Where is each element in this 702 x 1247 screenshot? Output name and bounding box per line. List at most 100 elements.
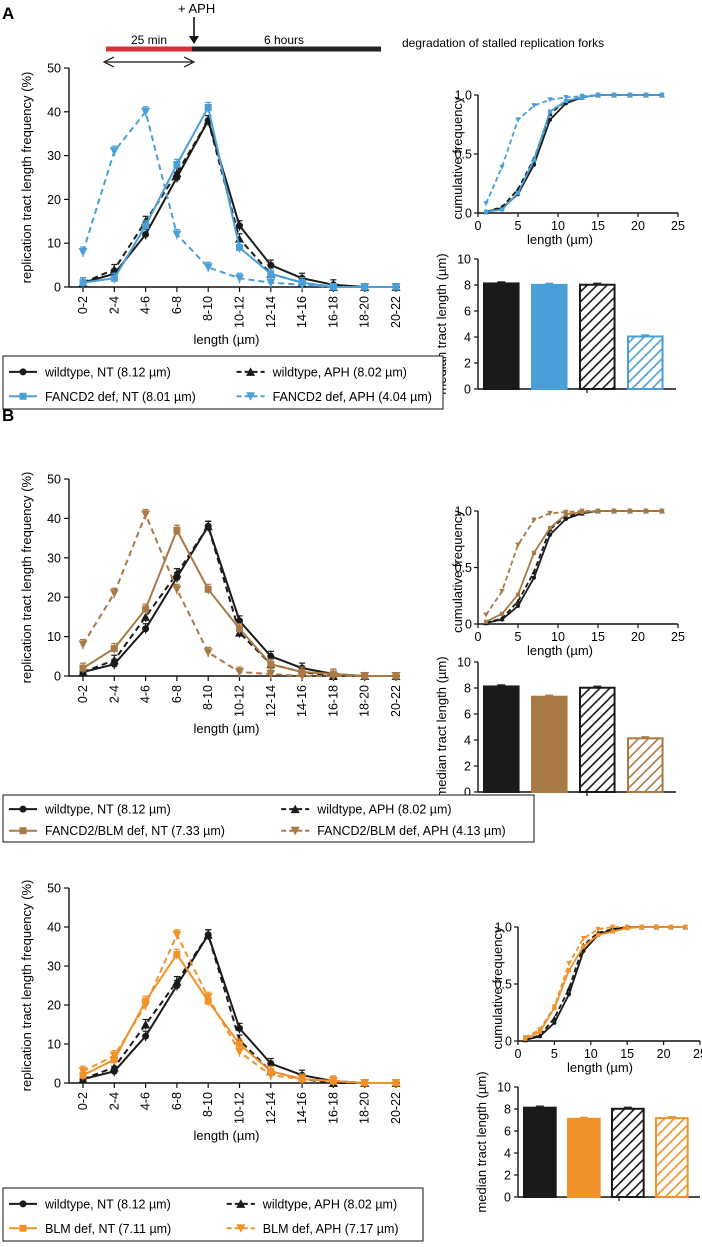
x-tick-label: 20-22: [389, 296, 403, 328]
timeline-pre-label: 25 min: [131, 33, 167, 47]
series-line: [82, 932, 396, 1084]
x-tick-label: 6-8: [170, 1092, 184, 1110]
data-point: [142, 1032, 150, 1040]
data-point: [581, 944, 586, 949]
data-point: [172, 585, 182, 594]
x-tick-label: 12-14: [264, 1092, 278, 1124]
data-point: [595, 508, 601, 514]
y-tick-label: 0.5: [455, 561, 472, 575]
bar: [567, 1117, 601, 1199]
x-tick-label: 6-8: [170, 296, 184, 314]
data-point: [531, 103, 537, 109]
legend-1: wildtype, NT (8.12 µm) wildtype, APH (8.0…: [2, 794, 535, 843]
legend-label: wildtype, APH (8.02 µm): [262, 1197, 397, 1211]
x-tick-label: 18-20: [358, 1092, 372, 1124]
data-point: [659, 92, 665, 98]
x-axis-title: length (µm): [193, 1128, 259, 1143]
bar-chart-median-1: 0 2 4 6 8 10 median tract length (µm): [434, 656, 676, 800]
x-tick-label: 5: [515, 219, 522, 233]
data-point: [643, 508, 649, 514]
x-tick-label: 14-16: [295, 296, 309, 328]
protocol-timeline: + APH 25 min 6 hours degradation of stal…: [102, 1, 604, 68]
y-tick-label: 4: [464, 734, 471, 748]
data-point: [141, 1020, 151, 1029]
series-line: [485, 510, 662, 616]
y-tick-label: 8: [504, 1103, 511, 1117]
data-point: [203, 993, 213, 1002]
x-tick-label: 12-14: [264, 685, 278, 717]
line-chart-frequency-0: 0 10 20 30 40 50 0-2 2-4 4-6 6-8 8-10 10-12 12-14 14-…: [19, 62, 403, 348]
legend-2: wildtype, NT (8.12 µm) wildtype, APH (8.0…: [2, 1187, 424, 1242]
y-axis-title: median tract length (µm): [434, 656, 449, 797]
data-point: [297, 1075, 307, 1084]
data-point: [522, 1035, 528, 1041]
data-point: [515, 190, 521, 196]
timeline-span-right-head: [183, 56, 196, 68]
legend-swatch-marker: [290, 804, 300, 814]
data-point: [639, 924, 645, 930]
x-axis-title: length (µm): [527, 643, 593, 658]
x-tick-label: 16-18: [326, 1092, 340, 1124]
data-point: [537, 1027, 543, 1033]
legend-frame: [2, 355, 444, 410]
y-tick-label: 30: [47, 960, 61, 974]
series-line: [82, 109, 396, 288]
timeline-post-label: 6 hours: [264, 33, 304, 47]
data-point: [172, 930, 182, 940]
bar: [627, 737, 664, 793]
data-point: [110, 274, 118, 282]
x-tick-label: 10-12: [233, 685, 247, 717]
y-tick-label: 10: [47, 630, 61, 644]
data-point: [547, 109, 553, 114]
legend-swatch-marker: [19, 805, 27, 813]
y-tick-label: 1.0: [495, 921, 512, 935]
y-tick-label: 0: [505, 1035, 512, 1049]
y-tick-label: 10: [497, 1081, 511, 1095]
y-tick-label: 50: [47, 62, 61, 76]
series-line: [82, 523, 396, 677]
y-tick-label: 0: [464, 383, 471, 397]
bar: [627, 335, 664, 391]
legend-0: wildtype, NT (8.12 µm) wildtype, APH (8.0…: [2, 355, 444, 410]
data-point: [499, 615, 505, 621]
data-point: [267, 1060, 275, 1067]
x-tick-label: 20: [631, 219, 645, 233]
data-point: [580, 936, 587, 942]
y-tick-label: 0: [54, 670, 61, 684]
data-point: [78, 247, 88, 257]
legend-swatch-marker: [19, 368, 27, 376]
series-line: [82, 117, 396, 288]
data-point: [563, 513, 569, 520]
legend-swatch-marker: [246, 392, 256, 401]
data-point: [566, 968, 572, 973]
timeline-span-left-head: [102, 56, 115, 68]
y-tick-label: 8: [464, 279, 471, 293]
data-point: [531, 517, 537, 523]
data-point: [609, 924, 616, 930]
data-point: [141, 510, 151, 519]
data-point: [236, 1040, 243, 1048]
data-point: [515, 598, 521, 604]
series-line: [525, 926, 686, 1041]
legend-label: FANCD2/BLM def, NT (7.33 µm): [45, 824, 225, 838]
x-tick-label: 0: [475, 219, 482, 233]
x-tick-label: 10: [551, 219, 565, 233]
data-point: [531, 575, 537, 580]
y-tick-label: 6: [464, 305, 471, 319]
data-point: [551, 1015, 558, 1021]
y-axis-title: replication tract length frequency (%): [19, 72, 34, 284]
y-tick-label: 2: [464, 760, 471, 774]
data-point: [360, 672, 370, 681]
data-point: [531, 569, 537, 575]
x-tick-label: 4-6: [139, 685, 153, 703]
y-tick-label: 2: [504, 1169, 511, 1183]
x-axis-title: length (µm): [193, 332, 259, 347]
x-tick-label: 10-12: [233, 296, 247, 328]
series-line: [485, 510, 662, 624]
x-tick-label: 0-2: [76, 685, 90, 703]
y-tick-label: 40: [47, 105, 61, 119]
data-point: [172, 977, 182, 986]
data-point: [203, 263, 213, 272]
